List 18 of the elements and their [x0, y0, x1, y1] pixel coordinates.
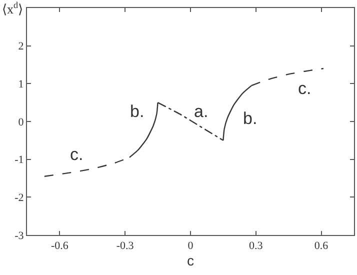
- x-tick-label: -0.3: [116, 240, 134, 252]
- y-tick-label: 0: [18, 116, 24, 128]
- series-label: c.: [298, 79, 312, 98]
- series-label: a.: [194, 102, 208, 121]
- x-tick-label: 0: [188, 240, 194, 252]
- series-label: b.: [130, 102, 144, 121]
- y-tick-label: -2: [14, 192, 24, 204]
- x-tick-label: 0.6: [314, 240, 329, 252]
- series-label: b.: [243, 109, 258, 128]
- y-tick-label: -3: [14, 230, 24, 242]
- y-tick-label: 2: [18, 40, 24, 53]
- x-tick-label: 0.3: [249, 240, 264, 252]
- y-tick-label: -1: [14, 154, 24, 166]
- y-axis-title: ⟨x$^{d}$⟩: [2, 0, 24, 16]
- x-tick-label: -0.6: [50, 240, 69, 252]
- y-tick-label: 1: [18, 78, 24, 91]
- series-label: c.: [70, 145, 84, 164]
- x-axis-title: c: [187, 252, 194, 268]
